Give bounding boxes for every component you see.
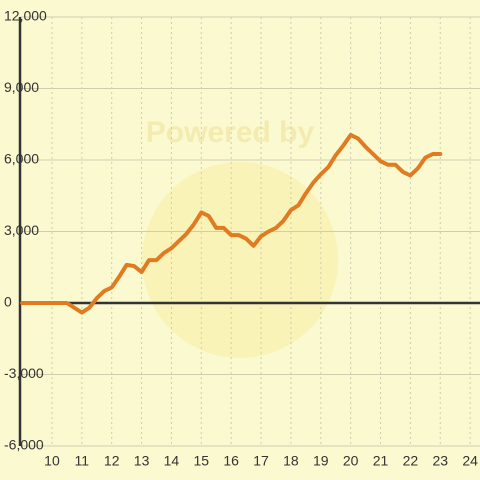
x-tick-label: 19	[313, 453, 329, 469]
x-tick-label: 18	[283, 453, 299, 469]
x-tick-label: 16	[223, 453, 239, 469]
x-tick-label: 10	[44, 453, 60, 469]
y-tick-label: -6,000	[4, 437, 44, 453]
x-tick-label: 21	[373, 453, 389, 469]
x-tick-label: 22	[403, 453, 419, 469]
x-tick-label: 14	[164, 453, 180, 469]
x-tick-label: 20	[343, 453, 359, 469]
line	[20, 132, 443, 315]
watermark: Powered by	[146, 116, 315, 149]
y-tick-label: 12,000	[4, 8, 47, 24]
x-tick-label: 13	[134, 453, 150, 469]
y-tick-label: -3,000	[4, 365, 44, 381]
y-tick-label: 0	[4, 294, 12, 310]
y-tick-label: 6,000	[4, 151, 39, 167]
x-tick-label: 12	[104, 453, 120, 469]
y-tick-label: 3,000	[4, 222, 39, 238]
x-tick-label: 17	[253, 453, 269, 469]
y-tick-label: 9,000	[4, 79, 39, 95]
x-tick-label: 23	[432, 453, 448, 469]
x-tick-label: 11	[75, 453, 90, 469]
x-tick-label: 15	[194, 453, 210, 469]
x-tick-label: 24	[462, 453, 478, 469]
